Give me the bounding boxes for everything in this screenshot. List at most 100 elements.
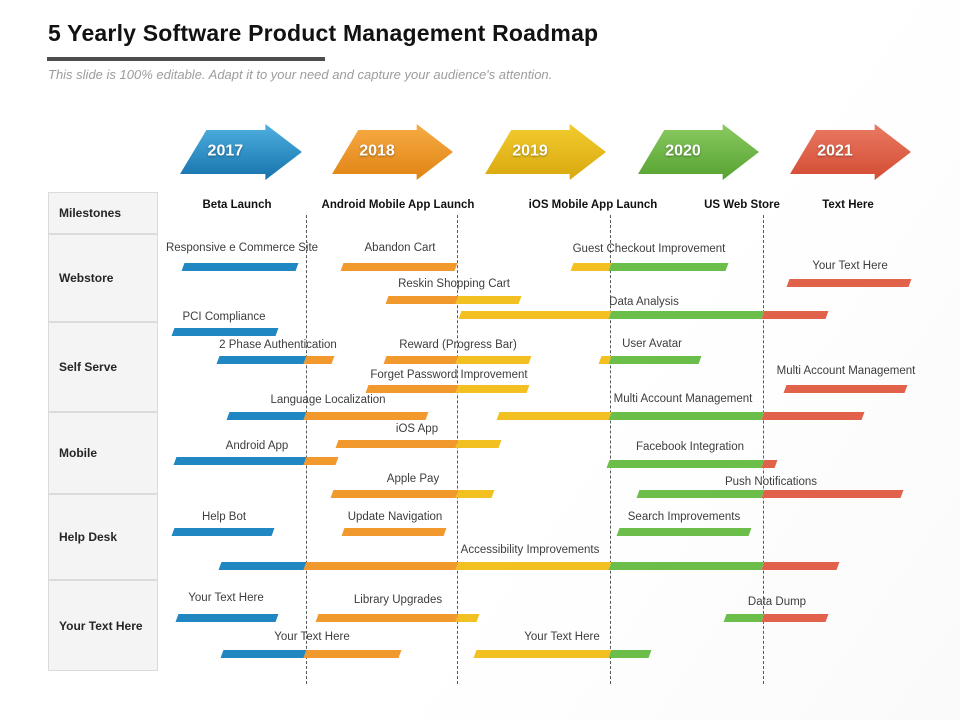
row-header-label: Webstore bbox=[59, 271, 114, 285]
year-arrow-2021: 2021 bbox=[788, 124, 915, 180]
bar-label: Update Navigation bbox=[347, 511, 443, 523]
bar-label: Apple Pay bbox=[386, 473, 440, 485]
bar-segment-2019 bbox=[455, 385, 530, 393]
year-arrow-shape bbox=[332, 124, 453, 180]
bar-label: Your Text Here bbox=[188, 592, 264, 604]
row-header-label: Help Desk bbox=[59, 530, 118, 544]
bar-label: Reward (Progress Bar) bbox=[399, 339, 517, 351]
milestone-label: US Web Store bbox=[704, 199, 780, 211]
bar-segment-2021 bbox=[761, 562, 840, 570]
row-header-label: Your Text Here bbox=[59, 618, 143, 633]
year-arrow-shape bbox=[790, 124, 911, 180]
bar-segment-2018 bbox=[303, 356, 335, 364]
title-underline bbox=[47, 57, 325, 61]
bar-segment-2021 bbox=[783, 385, 908, 393]
bar-label: Multi Account Management bbox=[776, 365, 916, 377]
bar-label: Reskin Shopping Cart bbox=[398, 278, 510, 290]
bar-label: Your Text Here bbox=[812, 260, 888, 272]
milestone-label: iOS Mobile App Launch bbox=[528, 199, 658, 211]
bar-segment-2021 bbox=[761, 460, 778, 468]
row-header-help-desk: Help Desk bbox=[48, 494, 158, 580]
year-arrow-2020: 2020 bbox=[636, 124, 763, 180]
bar-label: Forget Password Improvement bbox=[370, 369, 528, 381]
bar-segment-2020 bbox=[723, 614, 765, 622]
bar-segment-2018 bbox=[303, 562, 459, 570]
bar-segment-2020 bbox=[608, 356, 702, 364]
bar-segment-2017 bbox=[220, 650, 307, 658]
subtitle: This slide is 100% editable. Adapt it to… bbox=[48, 67, 553, 82]
bar-segment-2020 bbox=[606, 460, 765, 468]
row-header-your-text-here: Your Text Here bbox=[48, 580, 158, 671]
bar-label: Facebook Integration bbox=[635, 441, 745, 453]
bar-segment-2017 bbox=[226, 412, 307, 420]
year-arrow-2019: 2019 bbox=[483, 124, 610, 180]
bar-segment-2018 bbox=[315, 614, 459, 622]
year-arrow-2017: 2017 bbox=[178, 124, 306, 180]
bar-label: Push Notifications bbox=[724, 476, 818, 488]
bar-label: Your Text Here bbox=[274, 631, 350, 643]
bar-segment-2021 bbox=[761, 614, 829, 622]
year-arrow-shape bbox=[485, 124, 606, 180]
bar-label: Android App bbox=[225, 440, 289, 452]
bar-segment-2019 bbox=[570, 263, 612, 271]
bar-segment-2020 bbox=[608, 650, 652, 658]
row-header-label: Milestones bbox=[59, 206, 122, 220]
bar-segment-2020 bbox=[636, 490, 765, 498]
bar-segment-2018 bbox=[335, 440, 459, 448]
bar-segment-2018 bbox=[383, 356, 459, 364]
bar-segment-2019 bbox=[455, 490, 495, 498]
bar-label: Abandon Cart bbox=[364, 242, 436, 254]
bar-segment-2021 bbox=[761, 412, 865, 420]
milestone-label: Text Here bbox=[822, 199, 874, 211]
year-gridline bbox=[457, 215, 458, 684]
year-label: 2021 bbox=[817, 142, 853, 160]
year-arrow-shape bbox=[638, 124, 759, 180]
bar-segment-2020 bbox=[608, 311, 765, 319]
bar-segment-2019 bbox=[455, 296, 522, 304]
year-label: 2019 bbox=[512, 142, 548, 160]
bar-segment-2018 bbox=[365, 385, 459, 393]
bar-segment-2017 bbox=[171, 528, 275, 536]
bar-segment-2019 bbox=[455, 356, 532, 364]
row-header-webstore: Webstore bbox=[48, 234, 158, 322]
bar-segment-2019 bbox=[455, 440, 502, 448]
bar-segment-2021 bbox=[761, 490, 904, 498]
bar-segment-2020 bbox=[608, 263, 729, 271]
year-arrow-2018: 2018 bbox=[330, 124, 457, 180]
bar-label: Search Improvements bbox=[627, 511, 741, 523]
bar-segment-2020 bbox=[616, 528, 752, 536]
bar-segment-2019 bbox=[458, 311, 612, 319]
milestone-label: Android Mobile App Launch bbox=[321, 199, 475, 211]
row-header-label: Mobile bbox=[59, 446, 97, 460]
bar-label: iOS App bbox=[395, 423, 439, 435]
year-gridline bbox=[763, 215, 764, 684]
year-gridline bbox=[610, 215, 611, 684]
year-arrow-shape bbox=[180, 124, 302, 180]
bar-label: Guest Checkout Improvement bbox=[572, 243, 726, 255]
bar-label: 2 Phase Authentication bbox=[219, 339, 337, 351]
row-header-mobile: Mobile bbox=[48, 412, 158, 494]
bar-segment-2019 bbox=[455, 562, 612, 570]
row-header-self-serve: Self Serve bbox=[48, 322, 158, 412]
page-title: 5 Yearly Software Product Management Roa… bbox=[48, 20, 599, 46]
bar-segment-2018 bbox=[330, 490, 459, 498]
bar-label: Responsive e Commerce Site bbox=[165, 242, 319, 254]
bar-segment-2018 bbox=[385, 296, 459, 304]
bar-segment-2017 bbox=[216, 356, 307, 364]
milestone-label: Beta Launch bbox=[202, 199, 272, 211]
bar-label: Data Analysis bbox=[609, 296, 679, 308]
bar-segment-2017 bbox=[181, 263, 299, 271]
bar-segment-2019 bbox=[455, 614, 480, 622]
bar-segment-2021 bbox=[761, 311, 829, 319]
bar-label: PCI Compliance bbox=[182, 311, 266, 323]
year-label: 2017 bbox=[207, 142, 244, 160]
bar-segment-2018 bbox=[303, 650, 402, 658]
bar-segment-2018 bbox=[340, 263, 458, 271]
year-label: 2020 bbox=[665, 142, 701, 160]
row-header-label: Self Serve bbox=[59, 360, 118, 374]
bar-label: Help Bot bbox=[201, 511, 247, 523]
bar-segment-2018 bbox=[303, 412, 429, 420]
bar-segment-2021 bbox=[786, 279, 912, 287]
bar-segment-2020 bbox=[608, 562, 765, 570]
